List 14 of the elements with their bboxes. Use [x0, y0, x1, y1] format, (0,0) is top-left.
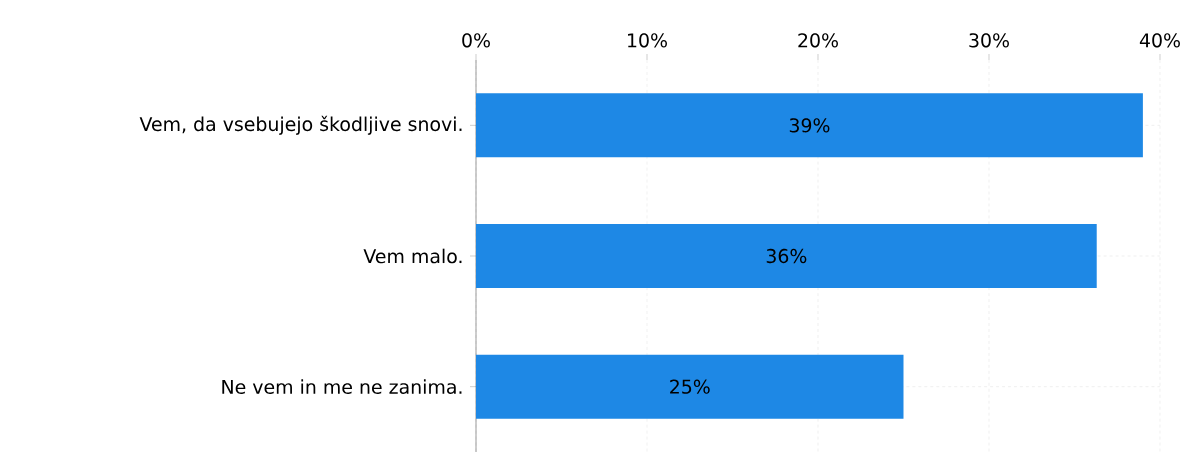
- x-tick-label: 0%: [462, 33, 490, 48]
- data-label: 36%: [766, 248, 807, 264]
- data-label: 25%: [670, 379, 710, 394]
- bar: [476, 93, 1143, 158]
- x-tick-label: 30%: [969, 33, 1009, 48]
- bar: [476, 354, 904, 419]
- y-tick-label: Vem, da vsebujejo škodljive snovi.: [139, 115, 462, 135]
- x-tick-label: 20%: [798, 33, 838, 48]
- data-label: 39%: [789, 118, 830, 133]
- x-tick-label: 40%: [1139, 33, 1180, 48]
- y-tick-label: Ne vem in me ne zanima.: [222, 379, 462, 394]
- bar: [476, 223, 1097, 288]
- y-tick-label: Vem malo.: [363, 248, 462, 264]
- x-tick-label: 10%: [628, 33, 667, 48]
